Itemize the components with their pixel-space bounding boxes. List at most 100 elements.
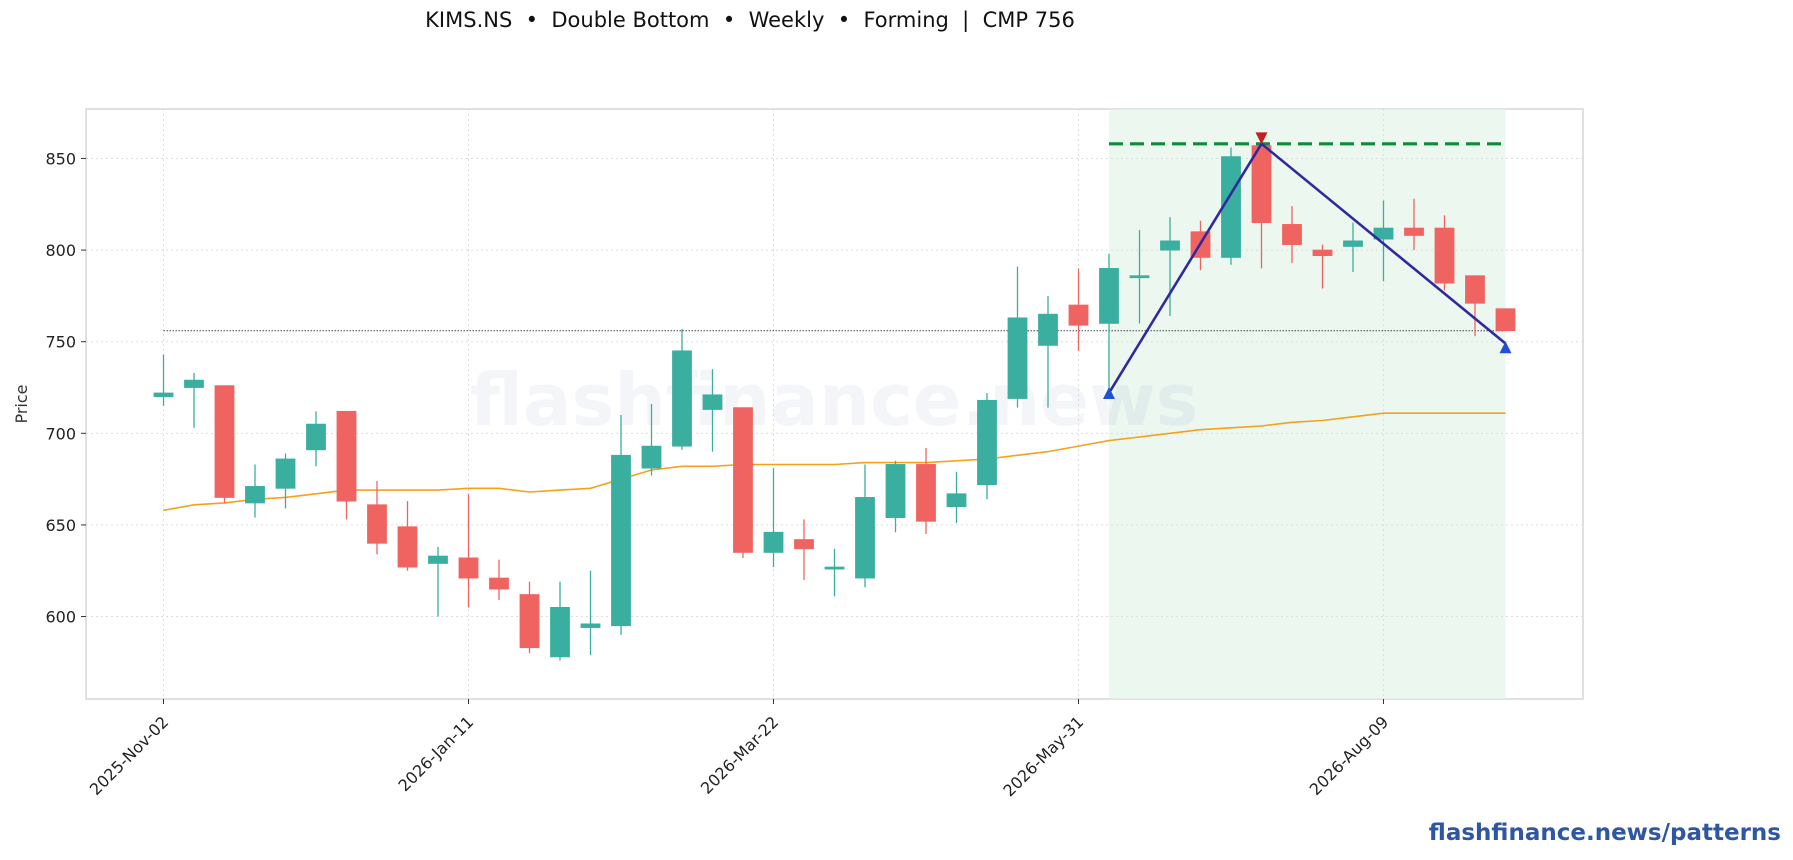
x-tick-label: 2025-Nov-02 — [86, 712, 173, 799]
candle — [977, 393, 997, 500]
candle-body — [946, 493, 967, 508]
candle — [184, 372, 204, 428]
candle — [1373, 200, 1394, 282]
candle-body — [1343, 240, 1363, 247]
candle — [1434, 215, 1455, 291]
candle — [794, 519, 814, 580]
candle — [153, 354, 174, 406]
candle-body — [275, 458, 296, 489]
y-axis-label: Price — [12, 384, 31, 423]
candle — [1282, 206, 1302, 263]
candle-body — [367, 504, 387, 544]
candle — [397, 501, 418, 571]
candle-body — [550, 606, 570, 658]
candle — [824, 548, 845, 597]
candle — [946, 471, 967, 524]
candle — [275, 453, 296, 509]
candle — [367, 480, 387, 555]
candle-body — [1404, 227, 1424, 236]
candle-body — [885, 464, 906, 519]
candle — [672, 328, 692, 450]
peak-marker-icon — [1255, 132, 1268, 145]
x-tick-label: 2026-May-31 — [999, 712, 1087, 800]
candle — [580, 570, 601, 656]
candle-body — [1007, 317, 1028, 399]
candle — [458, 493, 479, 608]
y-tick-label: 650 — [45, 516, 76, 535]
candle — [1099, 253, 1119, 394]
candle — [1495, 308, 1516, 332]
candle-body — [733, 407, 753, 553]
candle-body — [1312, 249, 1333, 256]
candle — [1312, 244, 1333, 289]
candle — [428, 546, 448, 617]
bottom-marker-icon — [1103, 387, 1115, 400]
candle — [1068, 268, 1089, 351]
y-tick-label: 800 — [45, 241, 76, 260]
candle — [489, 559, 509, 601]
candle — [1251, 136, 1272, 269]
candle — [214, 385, 235, 503]
candle-body — [580, 623, 601, 628]
footer-link[interactable]: flashfinance.news/patterns — [1428, 820, 1781, 846]
candle — [1404, 198, 1424, 251]
candle-body — [397, 526, 418, 568]
candle — [245, 464, 265, 518]
candle — [1160, 217, 1180, 317]
pattern-markers — [1103, 132, 1512, 400]
pattern-zone — [1109, 109, 1506, 699]
candle-body — [1099, 268, 1119, 324]
candle — [885, 460, 906, 533]
moving-average-line — [163, 412, 1506, 512]
pattern-zone-rect — [1109, 109, 1506, 699]
chart-title: KIMS.NS • Double Bottom • Weekly • Formi… — [425, 8, 1075, 32]
candle-body — [1221, 156, 1241, 258]
candle-body — [458, 557, 479, 579]
candle — [641, 404, 662, 476]
candle-body — [794, 539, 814, 550]
bottom-marker-icon — [1499, 341, 1512, 354]
candle-body — [214, 385, 235, 498]
y-tick-label: 600 — [45, 608, 76, 627]
candle — [733, 407, 753, 558]
candle — [519, 581, 540, 654]
candle-body — [672, 350, 692, 447]
candle-body — [702, 394, 723, 410]
candle — [916, 447, 936, 535]
candle-body — [1129, 275, 1150, 279]
moving-average-polyline — [163, 412, 1506, 512]
candle — [1343, 222, 1363, 273]
x-tick-label: 2026-Mar-22 — [697, 712, 782, 797]
candle-body — [916, 464, 936, 522]
candle — [855, 464, 875, 588]
candle-body — [245, 486, 265, 504]
candle — [763, 468, 784, 568]
candle-body — [1373, 227, 1394, 240]
candle-body — [1282, 224, 1302, 245]
candle — [1465, 275, 1485, 337]
candle-body — [1038, 313, 1058, 346]
candle-body — [977, 399, 997, 486]
candle-body — [611, 454, 631, 627]
candle-body — [1160, 240, 1180, 251]
candle-body — [489, 577, 509, 590]
candle-body — [824, 566, 845, 570]
candle — [1038, 295, 1058, 408]
candle-body — [1068, 304, 1089, 326]
candle-body — [306, 423, 326, 451]
candle-body — [184, 379, 204, 388]
candle — [306, 411, 326, 467]
candle-body — [519, 594, 540, 649]
candle-body — [855, 497, 875, 579]
candle — [550, 581, 570, 661]
candle-body — [1495, 308, 1516, 332]
y-tick-label: 750 — [45, 333, 76, 352]
candle — [702, 369, 723, 452]
watermark-text: flashfinance.news — [470, 358, 1199, 442]
candle-body — [641, 445, 662, 469]
candles — [153, 136, 1516, 661]
candle-body — [1251, 145, 1272, 224]
x-tick-label: 2026-Aug-09 — [1306, 712, 1393, 799]
y-tick-label: 850 — [45, 149, 76, 168]
